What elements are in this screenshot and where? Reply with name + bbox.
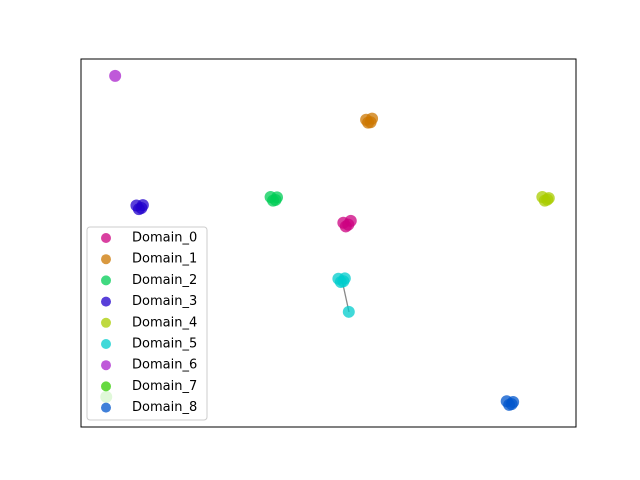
point — [135, 202, 148, 215]
legend-label: Domain_4 — [132, 315, 197, 330]
legend-label: Domain_6 — [132, 358, 197, 373]
point — [364, 116, 377, 129]
legend-label: Domain_5 — [132, 337, 197, 352]
legend-marker — [101, 275, 111, 286]
legend-label: Domain_8 — [132, 400, 197, 415]
legend-marker — [101, 402, 111, 413]
legend-label: Domain_2 — [132, 273, 197, 288]
legend-label: Domain_3 — [132, 294, 197, 309]
axes-frame — [80, 58, 577, 428]
point — [109, 69, 122, 82]
legend — [86, 226, 208, 421]
point — [342, 218, 355, 231]
point — [541, 193, 554, 206]
legend-marker — [101, 317, 111, 328]
legend-entries: Domain_0 Domain_1 Domain_2 Domain_3 Domain_4… — [101, 231, 197, 415]
legend-marker — [101, 360, 111, 371]
legend-marker — [101, 233, 111, 243]
legend-marker — [101, 254, 111, 265]
point — [269, 193, 282, 206]
point — [505, 398, 518, 411]
legend-label: Domain_7 — [132, 379, 197, 394]
legend-marker — [101, 339, 111, 349]
point — [337, 275, 350, 288]
legend-label: Domain_1 — [132, 252, 197, 267]
legend-label: Domain_0 — [132, 231, 197, 246]
legend-marker — [101, 296, 111, 307]
point — [342, 305, 355, 318]
legend-marker — [101, 381, 111, 392]
